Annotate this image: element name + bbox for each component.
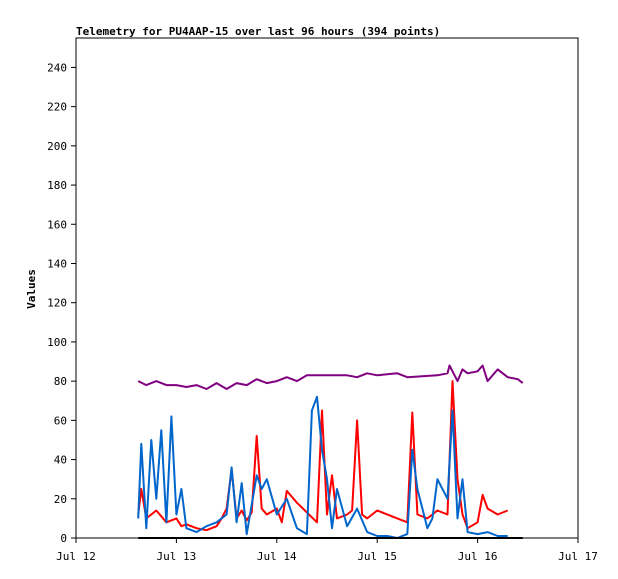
x-tick-label: Jul 12: [56, 550, 96, 563]
y-tick-label: 20: [54, 493, 67, 506]
x-tick-label: Jul 15: [357, 550, 397, 563]
x-tick-label: Jul 13: [157, 550, 197, 563]
x-axis: Jul 12 Jul 13 Jul 14 Jul 15 Jul 16 Jul 17: [56, 538, 598, 563]
y-tick-label: 120: [47, 297, 67, 310]
series-line-0: [137, 364, 524, 390]
series-group: [137, 364, 524, 539]
chart-title: Telemetry for PU4AAP-15 over last 96 hou…: [76, 25, 440, 38]
y-tick-label: 240: [47, 61, 67, 74]
x-tick-label: Jul 17: [558, 550, 598, 563]
y-tick-label: 80: [54, 375, 67, 388]
y-tick-label: 220: [47, 101, 67, 114]
series-line-2: [137, 395, 508, 539]
x-tick-label: Jul 14: [257, 550, 297, 563]
y-tick-label: 60: [54, 414, 67, 427]
y-tick-label: 40: [54, 454, 67, 467]
y-tick-label: 180: [47, 179, 67, 192]
y-tick-label: 140: [47, 257, 67, 270]
y-axis-title: Values: [25, 269, 38, 309]
x-tick-label: Jul 16: [458, 550, 498, 563]
plot-frame: [75, 37, 579, 539]
y-tick-label: 0: [60, 532, 67, 545]
y-tick-label: 200: [47, 140, 67, 153]
y-tick-label: 160: [47, 218, 67, 231]
y-axis: 0 20 40 60 80 100 120 140 160 180 200 220 240: [47, 61, 76, 545]
y-tick-label: 100: [47, 336, 67, 349]
